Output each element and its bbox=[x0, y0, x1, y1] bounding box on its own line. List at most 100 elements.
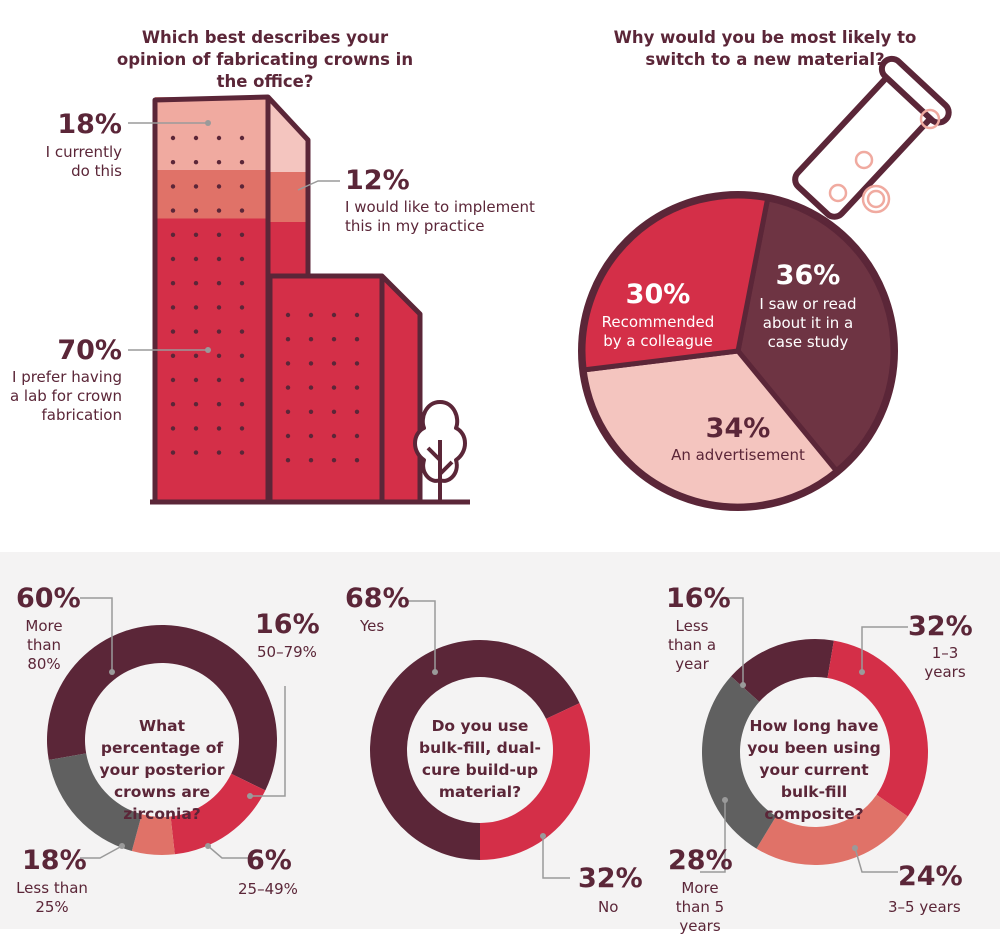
window-dot bbox=[170, 208, 176, 213]
window-dot bbox=[331, 361, 337, 366]
window-dot bbox=[170, 160, 176, 165]
window-dot bbox=[170, 305, 176, 310]
pct-18-currently: 18% bbox=[57, 109, 122, 140]
window-dot bbox=[354, 361, 360, 366]
leader-16 bbox=[250, 686, 286, 797]
window-dot bbox=[285, 337, 291, 342]
window-dot bbox=[354, 458, 360, 463]
pct-60: 60% bbox=[16, 583, 81, 614]
leader-line-12 bbox=[297, 180, 340, 191]
window-dot bbox=[354, 385, 360, 390]
window-dot bbox=[354, 337, 360, 342]
window-dot bbox=[331, 458, 337, 463]
leader-dot-70 bbox=[205, 347, 211, 353]
bar-segment-currently bbox=[155, 97, 268, 170]
pct-32b: 32% bbox=[908, 611, 973, 642]
window-dot bbox=[216, 426, 222, 431]
window-dot bbox=[331, 312, 337, 318]
window-dot bbox=[193, 402, 199, 407]
low-building-outline bbox=[267, 273, 423, 505]
window-dot bbox=[308, 409, 314, 414]
window-dot bbox=[239, 426, 245, 431]
window-dot bbox=[170, 232, 176, 237]
donut-slice-no bbox=[480, 703, 590, 860]
window-dot bbox=[285, 433, 291, 439]
bottom-panel-background bbox=[0, 552, 1000, 929]
window-dot bbox=[308, 337, 314, 342]
flask-bowl-outline bbox=[578, 191, 898, 511]
window-dot bbox=[170, 184, 176, 189]
donut-slice-less-than-25 bbox=[48, 753, 142, 851]
window-dot bbox=[354, 433, 360, 439]
donut-question-how-long: How long have you been using your curren… bbox=[747, 717, 881, 823]
window-dot bbox=[239, 135, 245, 141]
window-dot bbox=[216, 305, 222, 310]
pct-12-would-like: 12% bbox=[345, 165, 410, 196]
leader-dot bbox=[540, 833, 546, 839]
window-dot bbox=[285, 409, 291, 414]
leader-dot bbox=[859, 669, 865, 675]
donut-question-bulk-fill: Do you use bulk-fill, dual-cure build-up… bbox=[419, 717, 541, 801]
pct-16: 16% bbox=[255, 609, 320, 640]
window-dot bbox=[331, 409, 337, 414]
pct-18: 18% bbox=[22, 845, 87, 876]
window-dot bbox=[170, 256, 176, 262]
window-dot bbox=[308, 385, 314, 390]
window-dot bbox=[239, 377, 245, 383]
leader-dot-18 bbox=[205, 120, 211, 126]
donut-leader-lines bbox=[80, 597, 908, 879]
window-dot bbox=[216, 377, 222, 383]
window-dot bbox=[239, 353, 245, 358]
label-colleague: Recommended by a colleague bbox=[601, 313, 715, 350]
window-dot bbox=[331, 433, 337, 439]
window-dot bbox=[193, 135, 199, 141]
label-more-than-5-years: More than 5 years bbox=[675, 879, 725, 935]
bubble-icon bbox=[828, 183, 848, 203]
window-dot bbox=[239, 184, 245, 189]
chart-title-new-material: Why would you be most likely to switch t… bbox=[613, 28, 917, 69]
leader-dot bbox=[119, 843, 125, 849]
donut-slice-more-than-80 bbox=[47, 624, 277, 791]
pct-6: 6% bbox=[246, 845, 292, 876]
building-icon bbox=[128, 94, 470, 505]
window-dot bbox=[239, 256, 245, 262]
low-building-side bbox=[382, 276, 420, 502]
tree-icon bbox=[413, 400, 467, 502]
label-50-79: 50–79% bbox=[257, 643, 317, 661]
window-dot bbox=[308, 361, 314, 366]
donut-slice-25-49 bbox=[131, 814, 175, 855]
leader-28 bbox=[700, 800, 726, 873]
window-dot bbox=[193, 256, 199, 262]
window-dot bbox=[170, 329, 176, 334]
leader-dot bbox=[740, 682, 746, 688]
window-dot bbox=[193, 305, 199, 310]
window-dot bbox=[216, 353, 222, 358]
window-dot bbox=[285, 312, 291, 318]
window-dot bbox=[239, 208, 245, 213]
pct-32: 32% bbox=[578, 863, 643, 894]
label-25-49: 25–49% bbox=[238, 880, 298, 898]
donut-3 bbox=[702, 639, 928, 866]
pct-28: 28% bbox=[668, 845, 733, 876]
leader-dot bbox=[852, 845, 858, 851]
bubble-icon bbox=[919, 108, 941, 130]
window-dot bbox=[239, 402, 245, 407]
window-dot bbox=[216, 402, 222, 407]
donut-slice-more-than-5-years bbox=[702, 676, 777, 849]
donut-slice-1-3-years bbox=[827, 640, 928, 817]
building-side-mid bbox=[268, 172, 308, 222]
donut-slice-less-than-a-year bbox=[731, 639, 834, 702]
label-would-like: I would like to implement this in my pra… bbox=[345, 198, 535, 235]
window-dot bbox=[193, 208, 199, 213]
leader-32b bbox=[861, 626, 908, 672]
label-case-study: I saw or read about it in a case study bbox=[759, 295, 857, 351]
leader-dot bbox=[432, 669, 438, 675]
building-side-top bbox=[268, 97, 308, 172]
window-dot bbox=[216, 208, 222, 213]
window-dot bbox=[193, 232, 199, 237]
leader-dot bbox=[722, 797, 728, 803]
window-dot bbox=[285, 458, 291, 463]
donut-2 bbox=[369, 640, 590, 860]
